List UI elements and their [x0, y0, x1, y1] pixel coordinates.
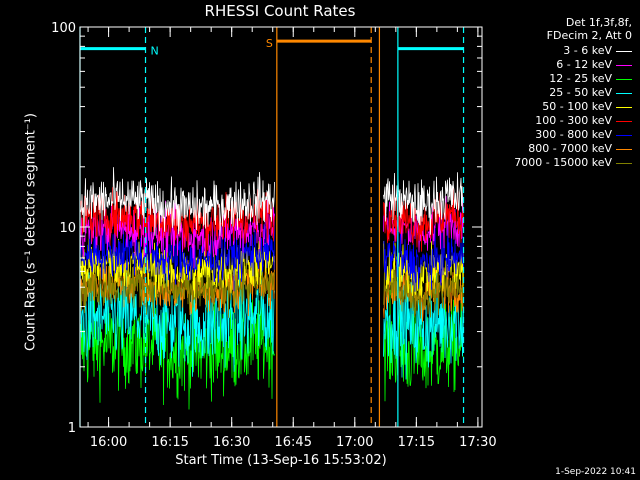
- series-trace-3to6keV: [383, 172, 464, 235]
- legend-header-line-2: FDecim 2, Att 0: [546, 29, 632, 42]
- series-trace-300to800keV: [79, 221, 275, 292]
- legend-swatch: [616, 148, 632, 150]
- legend-swatch: [616, 50, 632, 52]
- x-tick-label: 17:00: [336, 435, 373, 450]
- x-tick-label: 16:45: [275, 435, 312, 450]
- y-axis-label: Count Rate (s⁻¹ detector segment⁻¹): [23, 113, 39, 351]
- legend-entry-label: 800 - 7000 keV: [528, 142, 612, 155]
- legend-entry: 12 - 25 keV: [514, 72, 632, 86]
- x-tick-label: 17:15: [398, 435, 435, 450]
- legend: 3 - 6 keV 6 - 12 keV 12 - 25 keV 25 - 50 ke…: [514, 44, 632, 170]
- legend-entry-label: 100 - 300 keV: [535, 114, 612, 127]
- legend-entry-label: 25 - 50 keV: [549, 86, 612, 99]
- series-trace-100to300keV: [383, 185, 464, 252]
- legend-entry-label: 6 - 12 keV: [556, 58, 612, 71]
- timestamp: 1-Sep-2022 10:41: [555, 467, 636, 477]
- y-tick-label: 100: [51, 21, 76, 36]
- chart-title: RHESSI Count Rates: [204, 2, 356, 20]
- legend-swatch: [616, 120, 632, 122]
- legend-entry: 50 - 100 keV: [514, 100, 632, 114]
- annotation-label-S: S: [266, 37, 273, 50]
- legend-entry: 6 - 12 keV: [514, 58, 632, 72]
- legend-entry: 3 - 6 keV: [514, 44, 632, 58]
- x-tick-label: 16:30: [213, 435, 250, 450]
- x-tick-label: 16:00: [90, 435, 127, 450]
- legend-entry: 800 - 7000 keV: [514, 142, 632, 156]
- legend-entry: 100 - 300 keV: [514, 114, 632, 128]
- x-axis-label: Start Time (13-Sep-16 15:53:02): [175, 453, 387, 468]
- legend-entry: 7000 - 15000 keV: [514, 156, 632, 170]
- legend-entry-label: 12 - 25 keV: [549, 72, 612, 85]
- legend-swatch: [616, 64, 632, 66]
- series-trace-3to6keV: [79, 167, 275, 236]
- y-tick-label: 10: [59, 221, 76, 236]
- legend-swatch: [616, 92, 632, 94]
- legend-entry-label: 7000 - 15000 keV: [514, 156, 612, 169]
- legend-header-line-1: Det 1f,3f,8f,: [565, 16, 632, 29]
- legend-swatch: [616, 162, 632, 164]
- legend-entry-label: 50 - 100 keV: [542, 100, 612, 113]
- series-trace-25to50keV: [79, 261, 275, 377]
- series-trace-7000to15000keV: [79, 251, 275, 318]
- x-tick-label: 17:30: [459, 435, 496, 450]
- annotation-label-N: N: [151, 45, 159, 58]
- legend-entry-label: 3 - 6 keV: [563, 44, 612, 57]
- series-trace-300to800keV: [383, 220, 464, 292]
- series-trace-25to50keV: [383, 272, 464, 380]
- legend-swatch: [616, 134, 632, 136]
- legend-entry: 300 - 800 keV: [514, 128, 632, 142]
- series-trace-7000to15000keV: [383, 252, 464, 321]
- legend-entry-label: 300 - 800 keV: [535, 128, 612, 141]
- legend-swatch: [616, 78, 632, 80]
- legend-entry: 25 - 50 keV: [514, 86, 632, 100]
- y-tick-label: 1: [68, 421, 76, 436]
- x-tick-label: 16:15: [151, 435, 188, 450]
- legend-swatch: [616, 106, 632, 108]
